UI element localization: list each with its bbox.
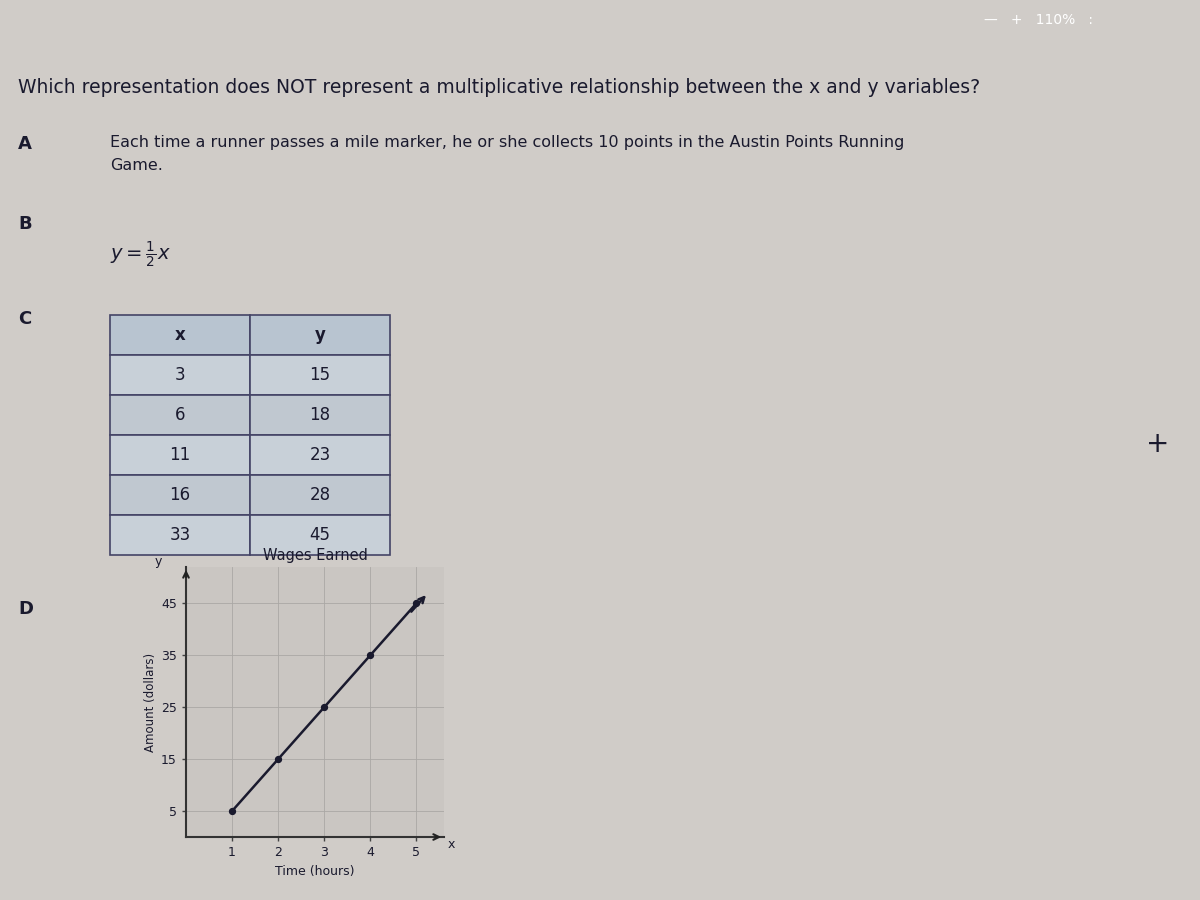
Point [314, 700, 334, 715]
Text: x: x [175, 327, 185, 345]
Text: 6: 6 [175, 406, 185, 424]
Text: Each time a runner passes a mile marker, he or she collects 10 points in the Aus: Each time a runner passes a mile marker,… [110, 135, 905, 150]
FancyBboxPatch shape [250, 356, 390, 395]
FancyBboxPatch shape [110, 515, 250, 555]
FancyBboxPatch shape [250, 315, 390, 356]
Text: 15: 15 [310, 366, 330, 384]
Text: C: C [18, 310, 31, 328]
Text: $y = \frac{1}{2}x$: $y = \frac{1}{2}x$ [110, 240, 170, 271]
Text: Which representation does NOT represent a multiplicative relationship between th: Which representation does NOT represent … [18, 78, 980, 97]
Text: B: B [18, 215, 31, 233]
FancyBboxPatch shape [250, 475, 390, 515]
Text: 45: 45 [310, 526, 330, 544]
Text: A: A [18, 135, 32, 153]
FancyBboxPatch shape [250, 436, 390, 475]
FancyBboxPatch shape [110, 436, 250, 475]
Text: Game.: Game. [110, 158, 163, 174]
Point [222, 804, 241, 818]
Title: Wages Earned: Wages Earned [263, 548, 367, 563]
FancyBboxPatch shape [110, 315, 250, 356]
Text: D: D [18, 600, 34, 618]
Point [269, 752, 288, 766]
FancyBboxPatch shape [250, 395, 390, 436]
Text: 3: 3 [175, 366, 185, 384]
X-axis label: Time (hours): Time (hours) [275, 865, 355, 878]
FancyBboxPatch shape [110, 395, 250, 436]
Text: 23: 23 [310, 446, 331, 464]
Text: y: y [314, 327, 325, 345]
Text: 18: 18 [310, 406, 330, 424]
Text: x: x [448, 838, 455, 851]
FancyBboxPatch shape [110, 356, 250, 395]
Text: 33: 33 [169, 526, 191, 544]
FancyBboxPatch shape [110, 475, 250, 515]
Point [407, 596, 426, 610]
Text: —   +   110%   :: — + 110% : [984, 14, 1093, 27]
Text: 11: 11 [169, 446, 191, 464]
Y-axis label: Amount (dollars): Amount (dollars) [144, 652, 157, 752]
FancyBboxPatch shape [250, 515, 390, 555]
Text: +: + [1146, 430, 1170, 458]
Text: 16: 16 [169, 486, 191, 504]
Text: 28: 28 [310, 486, 330, 504]
Text: y: y [155, 555, 162, 568]
Point [361, 648, 380, 662]
